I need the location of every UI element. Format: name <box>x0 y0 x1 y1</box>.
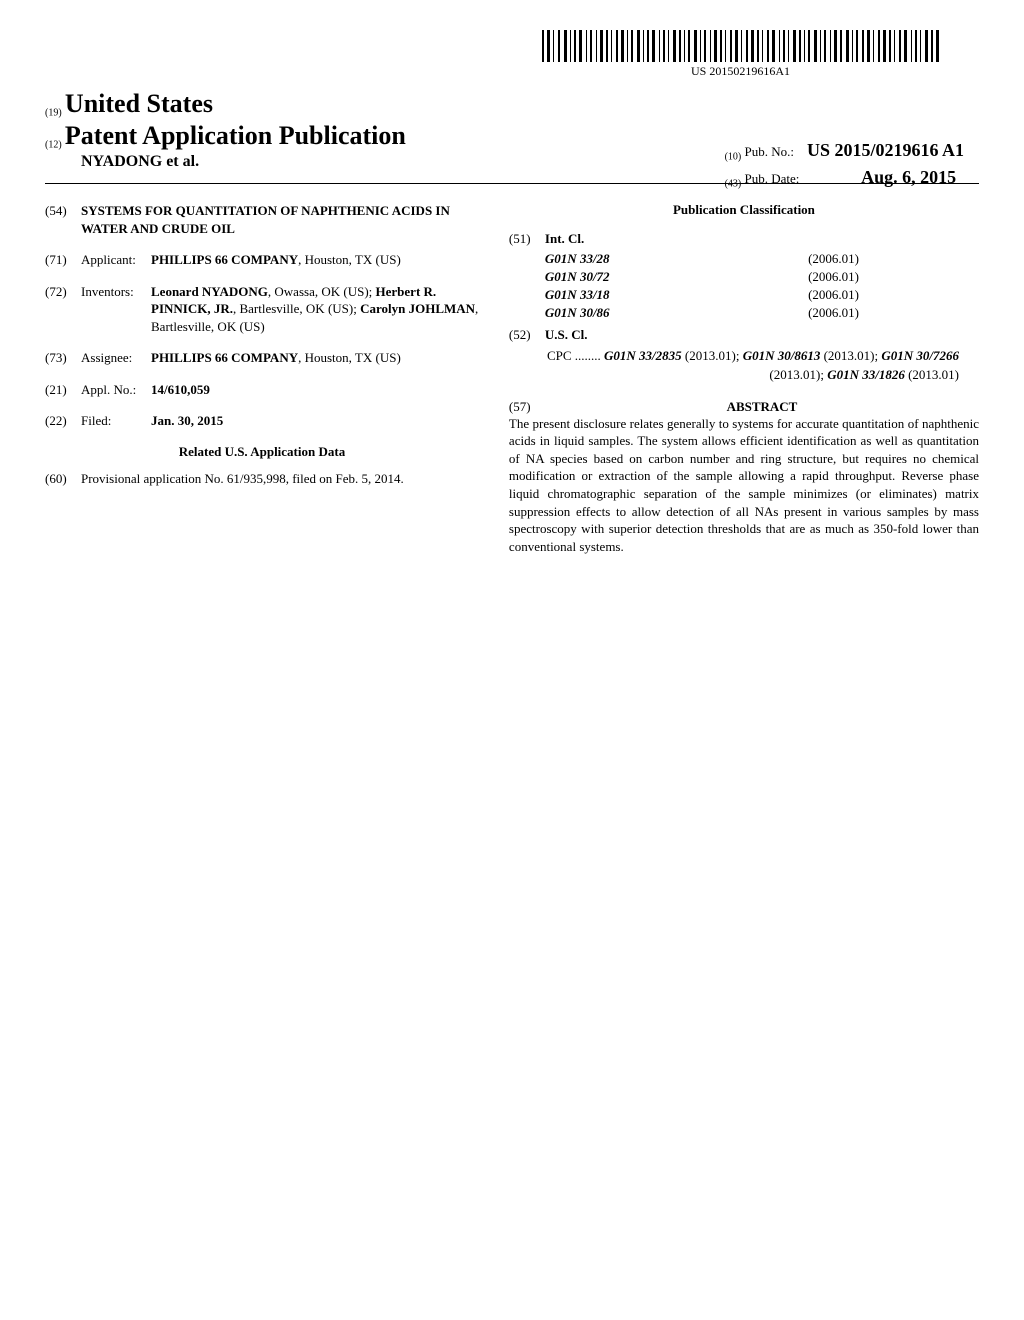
cpc-2-date: (2013.01); <box>820 348 881 363</box>
filed-date: Jan. 30, 2015 <box>151 412 479 430</box>
pub-number-line: (10) Pub. No.: US 2015/0219616 A1 <box>725 140 964 163</box>
publication-type: Patent Application Publication <box>65 121 406 150</box>
invention-title: SYSTEMS FOR QUANTITATION OF NAPHTHENIC A… <box>81 202 479 237</box>
cpc-1: G01N 33/2835 <box>604 348 682 363</box>
inventor-3-name: Carolyn JOHLMAN <box>360 301 475 316</box>
intcl-id: G01N 30/72 <box>545 268 610 286</box>
abstract-heading: ABSTRACT <box>545 399 979 415</box>
applicant-content: PHILLIPS 66 COMPANY, Houston, TX (US) <box>151 251 479 269</box>
header-right: (10) Pub. No.: US 2015/0219616 A1 (43) P… <box>725 140 964 189</box>
pub-date: Aug. 6, 2015 <box>861 167 956 187</box>
code-71: (71) <box>45 251 81 269</box>
field-52-uscl: (52) U.S. Cl. <box>509 326 979 344</box>
publication-type-line: (12) Patent Application Publication <box>45 121 406 151</box>
field-54-title: (54) SYSTEMS FOR QUANTITATION OF NAPHTHE… <box>45 202 479 237</box>
intcl-id: G01N 33/28 <box>545 250 610 268</box>
cpc-3: G01N 30/7266 <box>881 348 959 363</box>
inventor-1-name: Leonard NYADONG <box>151 284 268 299</box>
application-number: 14/610,059 <box>151 381 479 399</box>
header-left: (19) United States (12) Patent Applicati… <box>45 89 406 171</box>
intcl-item: G01N 33/18 (2006.01) <box>509 286 979 304</box>
code-54: (54) <box>45 202 81 237</box>
cpc-label: CPC ........ <box>547 348 601 363</box>
code-12: (12) <box>45 140 62 151</box>
filed-label: Filed: <box>81 412 151 430</box>
field-72-inventors: (72) Inventors: Leonard NYADONG, Owassa,… <box>45 283 479 336</box>
cpc-4-date: (2013.01) <box>905 367 959 382</box>
uscl-label: U.S. Cl. <box>545 326 979 344</box>
classification-heading: Publication Classification <box>509 202 979 218</box>
pub-no-label: Pub. No.: <box>744 144 793 159</box>
applicant-company: PHILLIPS 66 COMPANY <box>151 252 298 267</box>
inventors-label: Inventors: <box>81 283 151 336</box>
field-21-applno: (21) Appl. No.: 14/610,059 <box>45 381 479 399</box>
barcode-stripes <box>542 30 939 62</box>
barcode: US 20150219616A1 <box>542 30 939 79</box>
header-section: (19) United States (12) Patent Applicati… <box>45 89 979 171</box>
field-22-filed: (22) Filed: Jan. 30, 2015 <box>45 412 479 430</box>
cpc-2: G01N 30/8613 <box>743 348 821 363</box>
code-57: (57) <box>509 399 545 415</box>
applicant-label: Applicant: <box>81 251 151 269</box>
inventors-content: Leonard NYADONG, Owassa, OK (US); Herber… <box>151 283 479 336</box>
intcl-item: G01N 33/28 (2006.01) <box>509 250 979 268</box>
field-51-intcl: (51) Int. Cl. <box>509 230 979 248</box>
provisional-text: Provisional application No. 61/935,998, … <box>81 470 479 488</box>
intcl-id: G01N 30/86 <box>545 304 610 322</box>
code-52: (52) <box>509 326 545 344</box>
authors-line: NYADONG et al. <box>81 153 406 171</box>
left-column: (54) SYSTEMS FOR QUANTITATION OF NAPHTHE… <box>45 202 479 555</box>
barcode-area: US 20150219616A1 <box>45 30 979 79</box>
field-73-assignee: (73) Assignee: PHILLIPS 66 COMPANY, Hous… <box>45 349 479 367</box>
code-43: (43) <box>725 178 742 189</box>
barcode-label: US 20150219616A1 <box>542 64 939 79</box>
code-72: (72) <box>45 283 81 336</box>
intcl-label: Int. Cl. <box>545 230 979 248</box>
intcl-date: (2006.01) <box>808 304 859 322</box>
intcl-item: G01N 30/86 (2006.01) <box>509 304 979 322</box>
cpc-4: G01N 33/1826 <box>827 367 905 382</box>
cpc-1-date: (2013.01); <box>682 348 743 363</box>
pub-date-line: (43) Pub. Date: Aug. 6, 2015 <box>725 167 964 190</box>
applno-label: Appl. No.: <box>81 381 151 399</box>
code-22: (22) <box>45 412 81 430</box>
cpc-3-date: (2013.01); <box>769 367 827 382</box>
applicant-location: , Houston, TX (US) <box>298 252 401 267</box>
field-60-provisional: (60) Provisional application No. 61/935,… <box>45 470 479 488</box>
code-10: (10) <box>725 152 742 163</box>
right-column: Publication Classification (51) Int. Cl.… <box>509 202 979 555</box>
code-73: (73) <box>45 349 81 367</box>
abstract-text: The present disclosure relates generally… <box>509 415 979 555</box>
country-name: United States <box>65 89 213 118</box>
intcl-date: (2006.01) <box>808 250 859 268</box>
content-area: (54) SYSTEMS FOR QUANTITATION OF NAPHTHE… <box>45 202 979 555</box>
cpc-content: CPC ........ G01N 33/2835 (2013.01); G01… <box>509 346 979 385</box>
assignee-location: , Houston, TX (US) <box>298 350 401 365</box>
related-data-heading: Related U.S. Application Data <box>45 444 479 460</box>
intcl-item: G01N 30/72 (2006.01) <box>509 268 979 286</box>
code-60: (60) <box>45 470 81 488</box>
inventor-1-loc: , Owassa, OK (US); <box>268 284 376 299</box>
intcl-date: (2006.01) <box>808 286 859 304</box>
assignee-content: PHILLIPS 66 COMPANY, Houston, TX (US) <box>151 349 479 367</box>
intcl-id: G01N 33/18 <box>545 286 610 304</box>
code-51: (51) <box>509 230 545 248</box>
code-21: (21) <box>45 381 81 399</box>
pub-number: US 2015/0219616 A1 <box>807 140 964 160</box>
country-line: (19) United States <box>45 89 406 119</box>
intcl-date: (2006.01) <box>808 268 859 286</box>
inventor-2-loc: , Bartlesville, OK (US); <box>233 301 360 316</box>
assignee-company: PHILLIPS 66 COMPANY <box>151 350 298 365</box>
assignee-label: Assignee: <box>81 349 151 367</box>
code-19: (19) <box>45 108 62 119</box>
abstract-header-row: (57) ABSTRACT <box>509 399 979 415</box>
pub-date-label: Pub. Date: <box>744 171 799 186</box>
field-71-applicant: (71) Applicant: PHILLIPS 66 COMPANY, Hou… <box>45 251 479 269</box>
